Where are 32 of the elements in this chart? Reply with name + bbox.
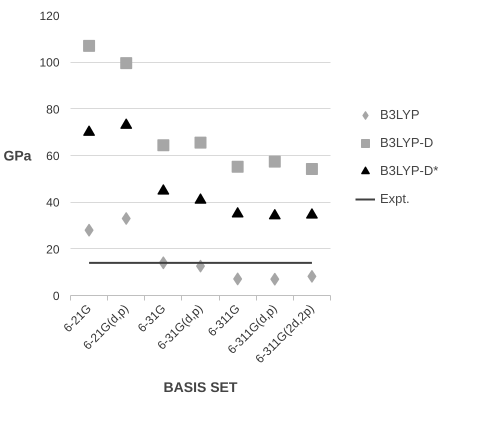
point (268, 208, 281, 220)
y-tick-label: 0 (52, 289, 60, 303)
x-axis-title: BASIS SET (164, 378, 238, 395)
point (122, 212, 131, 225)
y-tick-label: 100 (39, 56, 60, 70)
point (157, 139, 170, 152)
legend-label: B3LYP-D (380, 135, 434, 150)
point (83, 40, 96, 52)
legend-label: B3LYP-D* (380, 163, 438, 178)
point (270, 272, 280, 286)
y-axis-title: GPa (3, 148, 32, 164)
point (306, 208, 318, 219)
y-tick-label: 60 (46, 149, 60, 163)
point (233, 272, 242, 286)
legend-label: B3LYP (380, 107, 420, 122)
point (120, 118, 132, 129)
y-tick-label: 80 (46, 102, 60, 116)
legend-label: Expt. (380, 191, 410, 206)
point (194, 136, 206, 149)
y-tick-label: 40 (46, 196, 60, 210)
point (157, 184, 170, 195)
point (307, 270, 316, 283)
point (306, 163, 318, 176)
y-tick-label: 20 (46, 242, 60, 256)
point (120, 57, 132, 70)
point (232, 206, 244, 218)
point (83, 125, 96, 136)
point (84, 224, 94, 237)
y-tick-label: 120 (39, 9, 60, 23)
point (268, 156, 281, 168)
point (194, 193, 206, 204)
point (232, 160, 244, 173)
